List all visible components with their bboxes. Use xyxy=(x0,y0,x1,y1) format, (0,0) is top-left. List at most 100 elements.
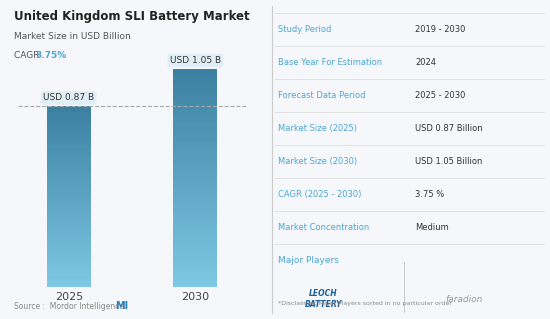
Bar xyxy=(173,174,217,176)
Bar xyxy=(47,114,91,115)
Bar xyxy=(47,213,91,215)
Bar xyxy=(47,251,91,253)
Bar xyxy=(173,215,217,217)
Text: USD 1.05 B: USD 1.05 B xyxy=(170,56,221,65)
Text: CAGR (2025 - 2030): CAGR (2025 - 2030) xyxy=(278,190,361,199)
Bar xyxy=(47,182,91,184)
Bar xyxy=(47,153,91,155)
Bar xyxy=(173,278,217,280)
Bar xyxy=(173,206,217,209)
Bar xyxy=(47,229,91,231)
Text: LEOCH
BATTERY: LEOCH BATTERY xyxy=(305,289,342,309)
Bar xyxy=(47,235,91,236)
Bar xyxy=(47,271,91,273)
Bar xyxy=(173,178,217,180)
Bar xyxy=(173,213,217,215)
Bar xyxy=(173,145,217,147)
Bar xyxy=(173,285,217,287)
Bar xyxy=(47,131,91,133)
Bar xyxy=(47,119,91,121)
Bar xyxy=(173,126,217,128)
Bar xyxy=(47,249,91,251)
Bar xyxy=(47,121,91,122)
Bar xyxy=(173,233,217,235)
Bar xyxy=(173,141,217,143)
Bar xyxy=(47,255,91,256)
Bar xyxy=(47,238,91,240)
Bar xyxy=(173,187,217,189)
Bar xyxy=(47,168,91,169)
Text: USD 0.87 B: USD 0.87 B xyxy=(43,93,94,102)
Bar xyxy=(47,142,91,144)
Bar xyxy=(173,163,217,165)
Bar xyxy=(173,101,217,104)
Text: United Kingdom SLI Battery Market: United Kingdom SLI Battery Market xyxy=(14,10,249,23)
Bar xyxy=(47,220,91,222)
Bar xyxy=(47,227,91,229)
Text: Market Size (2030): Market Size (2030) xyxy=(278,157,357,166)
Bar xyxy=(173,200,217,202)
Bar xyxy=(47,162,91,164)
Bar xyxy=(47,169,91,171)
Bar xyxy=(47,115,91,117)
Bar xyxy=(173,276,217,278)
Bar xyxy=(173,110,217,112)
Bar xyxy=(173,156,217,158)
Text: Major Players: Major Players xyxy=(278,256,339,265)
Bar xyxy=(173,239,217,241)
Bar xyxy=(173,254,217,256)
Bar xyxy=(47,124,91,126)
Bar xyxy=(47,204,91,206)
Bar xyxy=(173,196,217,197)
Bar xyxy=(47,236,91,238)
Bar xyxy=(47,253,91,255)
Bar xyxy=(47,278,91,280)
Bar xyxy=(47,177,91,179)
Bar xyxy=(47,206,91,207)
Bar xyxy=(173,71,217,73)
Bar xyxy=(47,222,91,224)
Text: 2024: 2024 xyxy=(415,58,436,67)
Text: CAGR: CAGR xyxy=(14,51,42,60)
Bar xyxy=(173,197,217,200)
Bar xyxy=(173,75,217,78)
Bar xyxy=(47,110,91,112)
Bar xyxy=(173,69,217,71)
Bar xyxy=(173,130,217,132)
Bar xyxy=(47,211,91,213)
Bar xyxy=(173,158,217,160)
Bar xyxy=(47,276,91,278)
Text: 3.75 %: 3.75 % xyxy=(415,190,444,199)
Bar xyxy=(47,160,91,162)
Bar xyxy=(173,154,217,156)
Bar xyxy=(47,202,91,204)
Bar xyxy=(173,147,217,150)
Bar xyxy=(47,242,91,244)
Bar xyxy=(47,231,91,233)
Bar xyxy=(47,157,91,159)
Text: Forecast Data Period: Forecast Data Period xyxy=(278,91,365,100)
Bar xyxy=(173,209,217,211)
Bar xyxy=(173,167,217,169)
Bar xyxy=(47,200,91,202)
Bar xyxy=(47,175,91,177)
Bar xyxy=(173,152,217,154)
Bar xyxy=(47,186,91,188)
Bar xyxy=(173,80,217,82)
Bar xyxy=(47,130,91,131)
Text: 3.75%: 3.75% xyxy=(36,51,67,60)
Bar xyxy=(173,86,217,88)
Bar xyxy=(47,106,91,108)
Bar xyxy=(173,235,217,237)
Bar xyxy=(47,171,91,173)
Bar xyxy=(173,112,217,115)
Bar xyxy=(47,180,91,182)
Bar xyxy=(173,265,217,267)
Bar xyxy=(47,267,91,269)
Bar xyxy=(47,133,91,135)
Bar xyxy=(173,123,217,126)
Bar xyxy=(173,99,217,101)
Bar xyxy=(173,256,217,259)
Bar xyxy=(47,217,91,218)
Bar xyxy=(173,78,217,80)
